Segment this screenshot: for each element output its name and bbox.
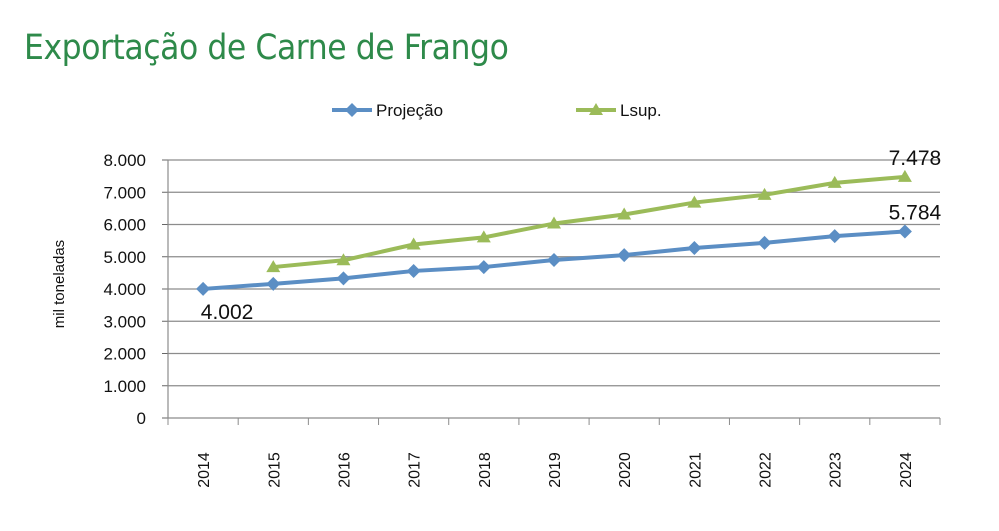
legend-label: Lsup. <box>620 101 662 120</box>
gridlines <box>168 159 940 387</box>
data-point-diamond <box>547 252 561 267</box>
legend-item-lsup: Lsup. <box>576 101 662 120</box>
x-tick-label: 2023 <box>828 452 845 488</box>
data-label: 5.784 <box>889 201 942 224</box>
series-group <box>196 169 912 296</box>
series-lsup <box>266 169 912 273</box>
legend-marker-diamond <box>345 103 359 117</box>
x-tick-label: 2024 <box>898 452 915 488</box>
legend-label: Projeção <box>376 101 443 120</box>
x-tick-label: 2022 <box>758 452 775 488</box>
y-tick-label: 8.000 <box>103 151 146 170</box>
x-tick-label: 2016 <box>336 452 353 488</box>
data-point-triangle <box>687 195 702 208</box>
legend: Projeção Lsup. <box>332 101 662 120</box>
data-point-triangle <box>476 230 491 243</box>
data-point-diamond <box>406 263 421 278</box>
data-point-triangle <box>547 216 561 229</box>
legend-marker-triangle <box>589 103 603 115</box>
page-title: Exportação de Carne de Frango <box>24 28 509 68</box>
data-point-triangle <box>897 169 912 182</box>
series-line <box>273 174 906 270</box>
y-tick-label: 2.000 <box>103 345 146 364</box>
y-tick-labels: 0 1.000 2.000 3.000 4.000 5.000 6.000 7.000 8.00… <box>103 151 146 428</box>
x-tick-label: 2019 <box>547 452 564 488</box>
y-tick-label: 1.000 <box>103 377 146 396</box>
x-tick-labels: 2014 2015 2016 2017 2018 2019 2020 2021 2022 2023… <box>196 452 915 488</box>
legend-item-projecao: Projeção <box>332 101 443 120</box>
x-tick-label: 2018 <box>477 452 494 488</box>
data-point-triangle <box>757 187 772 200</box>
x-tick-label: 2021 <box>687 452 704 488</box>
x-tick-label: 2015 <box>266 452 283 488</box>
data-point-triangle <box>827 175 842 188</box>
data-point-diamond <box>266 276 281 291</box>
axes <box>162 159 941 425</box>
y-tick-label: 3.000 <box>103 312 146 331</box>
y-tick-label: 7.000 <box>103 183 146 202</box>
data-point-diamond <box>476 260 491 275</box>
data-point-diamond <box>196 281 211 296</box>
x-tick-label: 2017 <box>407 452 424 488</box>
series-projecao <box>196 224 912 296</box>
data-point-diamond <box>897 224 912 239</box>
data-point-triangle <box>406 237 421 250</box>
data-labels: 4.002 5.784 7.478 <box>201 147 942 324</box>
data-point-diamond <box>336 271 351 286</box>
data-point-diamond <box>827 229 842 244</box>
data-point-diamond <box>687 241 702 256</box>
data-point-triangle <box>336 253 351 266</box>
data-point-triangle <box>266 260 281 273</box>
x-tick-label: 2020 <box>617 452 634 488</box>
y-tick-label: 5.000 <box>103 248 146 267</box>
x-tick-label: 2014 <box>196 452 213 488</box>
data-point-triangle <box>617 207 632 220</box>
data-point-diamond <box>757 235 772 250</box>
y-tick-label: 4.000 <box>103 280 146 299</box>
y-tick-label: 6.000 <box>103 216 146 235</box>
data-label: 7.478 <box>889 147 942 170</box>
data-point-diamond <box>617 248 632 263</box>
data-label: 4.002 <box>201 301 254 324</box>
y-axis-label: mil toneladas <box>51 240 68 328</box>
y-tick-label: 0 <box>137 409 146 428</box>
